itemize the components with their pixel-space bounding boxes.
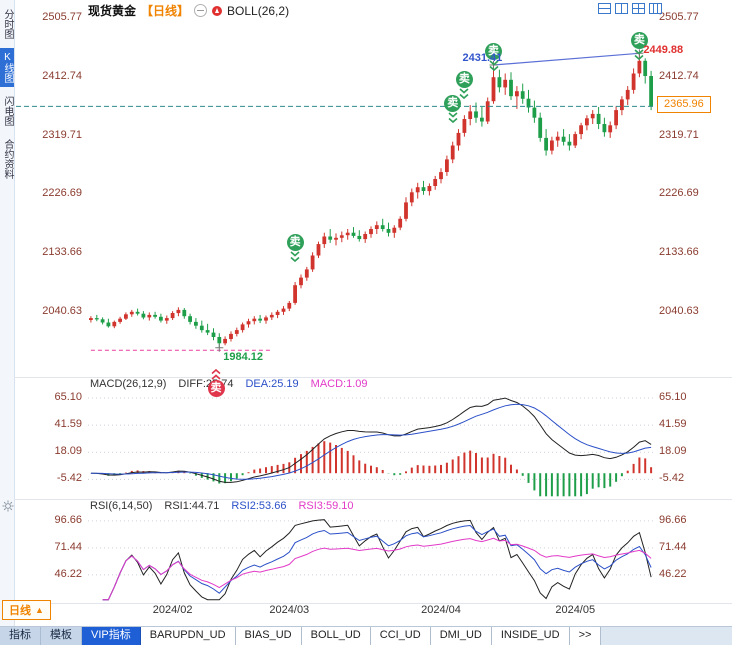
sidebar: 分时图 K线图闪电图合约资料: [0, 0, 15, 645]
panel-divider: [14, 603, 732, 604]
rsi3-value: RSI3:59.10: [298, 500, 354, 512]
period-selector-label: 日线: [9, 605, 31, 617]
sell-signal-label: 卖: [444, 94, 462, 112]
macd-macd-value: MACD:1.09: [310, 378, 368, 390]
sell-signal-badge: 卖: [285, 233, 305, 263]
bottom-tab[interactable]: 指标: [0, 627, 41, 645]
rsi-axis-label: 46.22: [659, 567, 687, 580]
macd-axis-label: 65.10: [54, 390, 82, 403]
rsi-axis-label: 96.66: [659, 513, 687, 526]
price-axis-label: 2133.66: [42, 246, 82, 259]
chevron-up-icon: ▲: [35, 605, 44, 615]
rsi-axis-label: 71.44: [54, 540, 82, 553]
macd-axis-label: 41.59: [659, 418, 687, 431]
bottom-tab[interactable]: DMI_UD: [430, 627, 492, 645]
period-selector[interactable]: 日线 ▲: [2, 600, 51, 620]
price-axis-label: 2319.71: [659, 128, 699, 141]
rsi-axis-label: 46.22: [54, 567, 82, 580]
sell-signal-label: 卖: [455, 70, 473, 88]
rsi-title: RSI(6,14,50): [90, 500, 153, 512]
x-axis-label: 2024/05: [555, 604, 596, 616]
price-annotation: 2431.41: [462, 51, 503, 64]
rsi-header: RSI(6,14,50) RSI1:44.71 RSI2:53.66 RSI3:…: [90, 500, 354, 512]
sell-signal-label: 卖: [630, 31, 648, 49]
x-axis-label: 2024/03: [269, 604, 310, 616]
current-price-tag: 2365.96: [657, 96, 711, 114]
rsi1-value: RSI1:44.71: [164, 500, 220, 512]
price-axis-label: 2226.69: [42, 187, 82, 200]
macd-header: MACD(26,12,9) DIFF:25.74 DEA:25.19 MACD:…: [90, 378, 368, 390]
sell-signal-badge: 卖: [629, 31, 649, 61]
layout-split-h-icon[interactable]: [598, 3, 611, 14]
rsi-axis-label: 96.66: [54, 513, 82, 526]
macd-title: MACD(26,12,9): [90, 378, 167, 390]
macd-axis-label: 18.09: [54, 445, 82, 458]
sell-signal-badge: 卖: [443, 94, 463, 124]
sidebar-item[interactable]: 合约资料: [2, 139, 13, 179]
x-axis-label: 2024/04: [421, 604, 461, 616]
bottom-tab[interactable]: INSIDE_UD: [491, 627, 570, 645]
sell-signal-badge-red: 卖: [206, 368, 226, 397]
period-label: 【日线】: [141, 4, 190, 18]
sell-signal-label: 卖: [207, 380, 225, 397]
bottom-tab[interactable]: BARUPDN_UD: [140, 627, 236, 645]
price-axis-label: 2040.63: [42, 304, 82, 317]
settings-gear-icon[interactable]: [2, 500, 14, 512]
collapse-circle-icon[interactable]: [194, 4, 208, 17]
price-annotation: 1984.12: [223, 350, 264, 363]
macd-axis-label: 41.59: [54, 418, 82, 431]
macd-axis-label: 18.09: [659, 445, 687, 458]
chevron-down-icon: [488, 60, 500, 72]
sidebar-item[interactable]: K线图: [0, 48, 14, 87]
chevron-down-icon: [458, 88, 470, 100]
layout-switcher: [598, 3, 662, 14]
macd-axis-label: -5.42: [56, 472, 82, 485]
rsi-axis-label: 71.44: [659, 540, 687, 553]
layout-columns-icon[interactable]: [649, 3, 662, 14]
chart-header: 现货黄金 【日线】 BOLL(26,2): [88, 2, 289, 19]
bottom-tab[interactable]: CCI_UD: [370, 627, 431, 645]
bottom-tab[interactable]: 模板: [41, 627, 82, 645]
price-axis-label: 2505.77: [659, 10, 699, 23]
price-axis-label: 2319.71: [42, 128, 82, 141]
macd-axis-label: 65.10: [659, 390, 687, 403]
bottom-tab[interactable]: BIAS_UD: [235, 627, 302, 645]
macd-axis-label: -5.42: [659, 472, 685, 485]
price-annotation: 2449.88: [643, 44, 684, 57]
price-axis-label: 2226.69: [659, 187, 699, 200]
tabs-overflow-button[interactable]: >>: [569, 627, 602, 645]
rsi2-value: RSI2:53.66: [231, 500, 287, 512]
signal-pin-icon: [212, 5, 223, 16]
indicator-label: BOLL(26,2): [227, 3, 290, 18]
chevron-up-icon: [210, 368, 222, 380]
sidebar-item[interactable]: 闪电图: [2, 96, 13, 126]
x-axis-label: 2024/02: [152, 604, 193, 616]
layout-grid-icon[interactable]: [632, 3, 645, 14]
sell-signal-badge: 卖: [484, 42, 504, 72]
bottom-tabbar: 指标 模板 VIP指标 BARUPDN_UD BIAS_UD BOLL_UD CCI_UD D…: [0, 626, 732, 645]
panel-divider: [14, 499, 732, 500]
chevron-down-icon: [289, 251, 301, 263]
panel-divider: [14, 377, 732, 378]
chevron-down-icon: [447, 112, 459, 124]
macd-dea-value: DEA:25.19: [245, 378, 299, 390]
sell-signal-label: 卖: [485, 42, 503, 60]
price-axis-label: 2133.66: [659, 246, 699, 259]
chevron-down-icon: [633, 48, 645, 61]
symbol-name: 现货黄金: [88, 4, 137, 18]
bottom-tab[interactable]: BOLL_UD: [301, 627, 371, 645]
price-axis-label: 2412.74: [659, 69, 699, 82]
sidebar-item[interactable]: 分时图: [2, 9, 13, 39]
bottom-tab[interactable]: VIP指标: [82, 627, 141, 645]
sell-signal-badge: 卖: [454, 70, 474, 100]
price-axis-label: 2412.74: [42, 69, 82, 82]
sell-signal-label: 卖: [286, 233, 304, 251]
layout-split-v-icon[interactable]: [615, 3, 628, 14]
price-axis-label: 2505.77: [42, 10, 82, 23]
price-axis-label: 2040.63: [659, 304, 699, 317]
